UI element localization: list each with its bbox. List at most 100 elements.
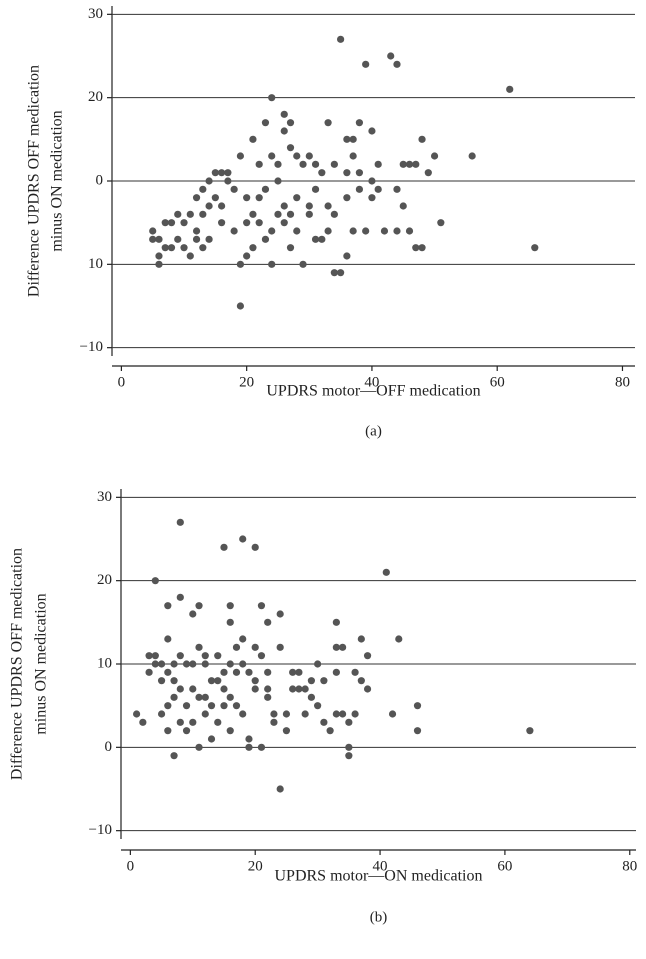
point	[180, 219, 188, 227]
point	[330, 210, 338, 218]
point	[220, 543, 228, 551]
point	[226, 693, 234, 701]
point	[199, 210, 207, 218]
point	[380, 227, 389, 235]
x-tick-label: 60	[497, 858, 512, 874]
point	[270, 710, 278, 718]
point	[387, 52, 395, 60]
point	[332, 710, 340, 718]
x-tick-label: 20	[248, 858, 263, 874]
point	[264, 618, 272, 626]
y-axis-label: minus ON medication	[33, 593, 50, 734]
point	[289, 668, 297, 676]
point	[526, 727, 534, 735]
point	[164, 727, 172, 735]
point	[345, 743, 353, 751]
point	[324, 202, 332, 210]
point	[305, 210, 313, 218]
point	[393, 60, 401, 68]
point	[418, 244, 426, 252]
point	[324, 227, 332, 235]
point	[170, 660, 178, 668]
x-axis-label: UPDRS motor—OFF medication	[266, 383, 480, 400]
point	[255, 160, 263, 168]
point	[182, 727, 191, 735]
point	[201, 660, 209, 668]
x-tick-label: 60	[490, 374, 505, 390]
point	[318, 169, 326, 177]
point	[362, 227, 370, 235]
x-axis-label: UPDRS motor—ON medication	[275, 868, 483, 885]
point	[170, 752, 178, 760]
point	[199, 244, 207, 252]
point	[220, 685, 228, 693]
point	[155, 252, 163, 260]
point	[186, 252, 194, 260]
point	[239, 710, 247, 718]
point	[155, 235, 163, 243]
point	[239, 660, 247, 668]
point	[276, 643, 284, 651]
point	[261, 119, 270, 127]
point	[230, 227, 238, 235]
point	[249, 244, 257, 252]
point	[157, 710, 166, 718]
point	[355, 185, 364, 193]
point	[249, 135, 257, 143]
point	[355, 169, 364, 177]
y-tick-label: 10	[88, 256, 103, 272]
point	[211, 194, 219, 202]
point	[226, 618, 234, 626]
point	[280, 110, 288, 118]
point	[274, 177, 282, 185]
point	[305, 152, 313, 160]
point	[151, 652, 159, 660]
point	[282, 727, 291, 735]
point	[243, 194, 251, 202]
point	[362, 60, 370, 68]
point	[174, 210, 182, 218]
point	[236, 152, 245, 160]
point	[205, 235, 213, 243]
point	[264, 685, 272, 693]
point	[232, 668, 241, 676]
point	[330, 160, 338, 168]
point	[170, 693, 178, 701]
y-tick-label: 0	[96, 172, 104, 188]
point	[195, 743, 203, 751]
point	[286, 210, 295, 218]
point	[357, 677, 365, 685]
point	[311, 185, 320, 193]
point	[139, 718, 147, 726]
y-axis-label: minus ON medication	[49, 110, 66, 251]
point	[268, 152, 276, 160]
point	[251, 543, 259, 551]
point	[343, 169, 351, 177]
point	[149, 227, 157, 235]
point	[349, 152, 357, 160]
point	[320, 677, 328, 685]
point	[195, 643, 203, 651]
point	[399, 202, 407, 210]
point	[268, 227, 276, 235]
point	[393, 185, 401, 193]
point	[430, 152, 439, 160]
y-tick-label: 20	[88, 89, 103, 105]
caption: (a)	[365, 423, 382, 439]
point	[145, 652, 153, 660]
point	[218, 202, 226, 210]
point	[189, 610, 197, 618]
point	[230, 185, 238, 193]
point	[363, 652, 372, 660]
point	[374, 185, 382, 193]
point	[349, 227, 357, 235]
point	[261, 235, 270, 243]
point	[195, 693, 203, 701]
point	[257, 743, 266, 751]
point	[170, 677, 178, 685]
point	[164, 668, 172, 676]
point	[201, 652, 209, 660]
point	[249, 210, 257, 218]
point	[192, 194, 201, 202]
y-tick-label: 30	[97, 489, 112, 505]
